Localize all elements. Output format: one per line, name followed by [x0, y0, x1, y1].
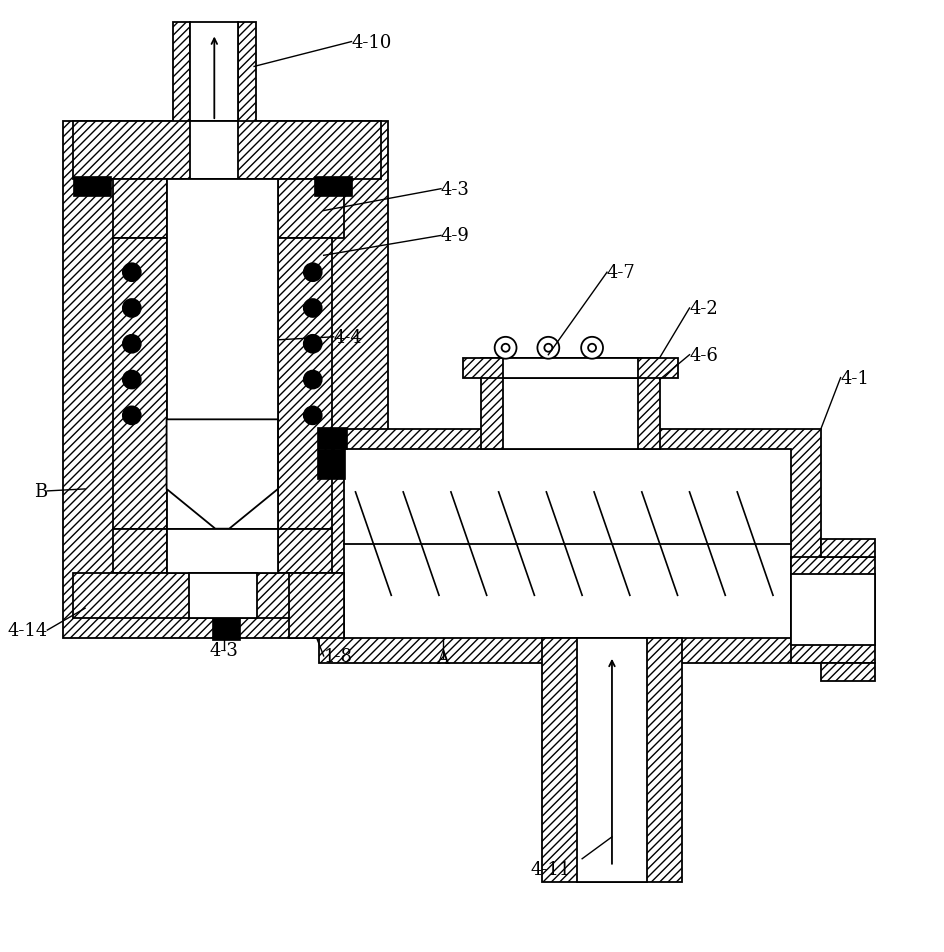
Circle shape	[545, 345, 552, 352]
Text: 4-9: 4-9	[441, 228, 470, 246]
Text: 4-10: 4-10	[351, 33, 392, 51]
Polygon shape	[166, 420, 278, 529]
Text: 4-7: 4-7	[607, 264, 635, 282]
Bar	[820, 664, 875, 681]
Bar	[190, 574, 257, 619]
Bar	[316, 449, 345, 480]
Bar	[289, 574, 344, 639]
Bar	[316, 427, 346, 449]
Text: 4-1: 4-1	[840, 369, 869, 387]
Text: 4-3: 4-3	[441, 181, 470, 198]
Bar	[463, 358, 678, 378]
Text: 4-14: 4-14	[7, 622, 47, 640]
Circle shape	[123, 335, 141, 353]
Bar	[173, 23, 191, 132]
Circle shape	[123, 407, 141, 425]
Circle shape	[123, 371, 141, 389]
Bar	[63, 122, 388, 639]
Text: 4-3: 4-3	[210, 642, 239, 660]
Circle shape	[304, 371, 322, 389]
Bar	[543, 639, 682, 882]
Text: A: A	[436, 649, 449, 667]
Bar	[73, 574, 381, 619]
Text: 4-4: 4-4	[333, 328, 362, 347]
Bar	[319, 429, 820, 664]
Circle shape	[588, 345, 596, 352]
Text: B: B	[34, 483, 47, 501]
Circle shape	[501, 345, 510, 352]
Bar	[791, 575, 875, 645]
Text: 1-8: 1-8	[324, 647, 353, 665]
Bar	[113, 180, 344, 239]
Bar	[502, 358, 638, 378]
Circle shape	[123, 264, 141, 282]
Bar	[480, 358, 660, 449]
Bar	[577, 639, 647, 882]
Bar	[191, 122, 238, 180]
Circle shape	[304, 264, 322, 282]
Circle shape	[123, 300, 141, 318]
Bar	[73, 176, 111, 196]
Bar	[212, 619, 240, 641]
Bar	[166, 180, 278, 239]
Circle shape	[582, 337, 603, 359]
Bar	[113, 529, 166, 574]
Text: 4-6: 4-6	[689, 347, 718, 365]
Bar	[113, 239, 166, 529]
Circle shape	[304, 300, 322, 318]
Text: 4-11: 4-11	[531, 860, 570, 878]
Bar	[313, 176, 351, 196]
Bar	[191, 23, 238, 132]
Bar	[166, 529, 278, 574]
Bar	[166, 180, 278, 529]
Bar	[502, 358, 638, 449]
Bar	[278, 529, 331, 574]
Circle shape	[537, 337, 559, 359]
Bar	[820, 539, 875, 557]
Bar	[344, 449, 791, 639]
Circle shape	[304, 407, 322, 425]
Bar	[238, 23, 256, 132]
Bar	[791, 557, 875, 664]
Bar	[73, 122, 381, 180]
Circle shape	[304, 335, 322, 353]
Text: 4-2: 4-2	[689, 300, 718, 318]
Circle shape	[495, 337, 516, 359]
Bar	[278, 239, 331, 529]
